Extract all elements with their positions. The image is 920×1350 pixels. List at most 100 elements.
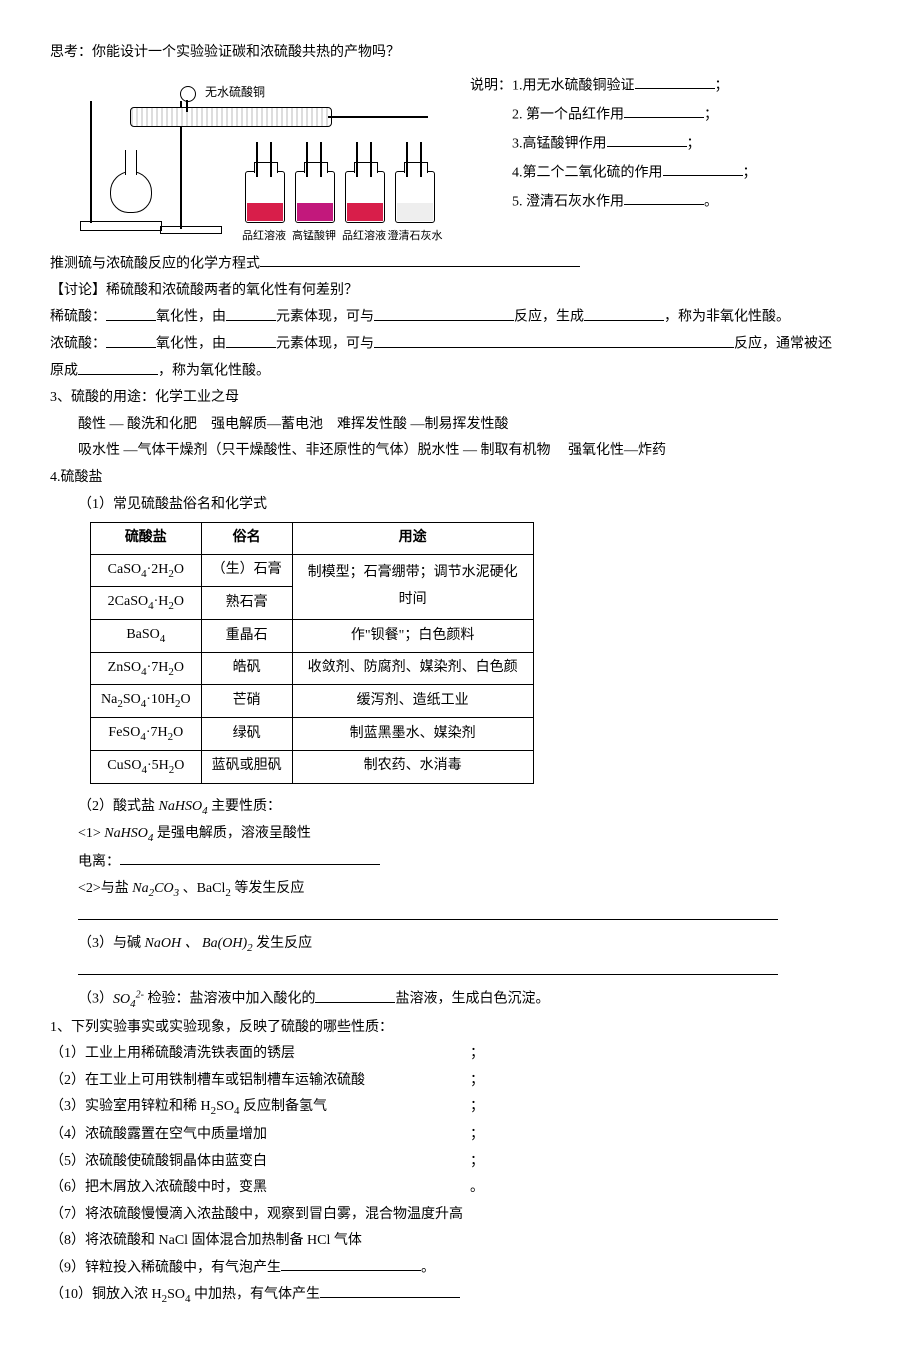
- conc-blank-2[interactable]: [226, 331, 276, 347]
- item-1: （1）工业上用稀硫酸清洗铁表面的锈层: [50, 1041, 470, 1068]
- conc2-p2: ，称为氧化性酸。: [158, 364, 270, 379]
- section-3: 3、硫酸的用途：化学工业之母: [50, 385, 870, 412]
- cell-name: 重晶石: [201, 620, 292, 653]
- section-4: 4.硫酸盐: [50, 465, 870, 492]
- na2co3: Na2CO3: [132, 881, 179, 896]
- sec4-3a-label: （3）与碱: [78, 936, 145, 951]
- use-line-1: 酸性 — 酸洗和化肥 强电解质—蓄电池 难挥发性酸 —制易挥发性酸: [50, 412, 870, 439]
- section-4-3a: （3）与碱 NaOH 、 Ba(OH)2 发生反应: [50, 931, 870, 959]
- item-4: （4）浓硫酸露置在空气中质量增加: [50, 1122, 470, 1149]
- section-4-1: （1）常见硫酸盐俗名和化学式: [50, 492, 870, 519]
- note-4-blank[interactable]: [663, 160, 743, 176]
- th-name: 俗名: [201, 523, 292, 555]
- dilute-p1: 稀硫酸：: [50, 310, 106, 325]
- th-use: 用途: [292, 523, 533, 555]
- semi: ；: [470, 1041, 484, 1068]
- bacl2: 、BaCl2: [179, 881, 231, 896]
- table-row: BaSO4 重晶石 作"钡餐"；白色颜料: [91, 620, 534, 653]
- cell-use: 作"钡餐"；白色颜料: [292, 620, 533, 653]
- dilute-blank-4[interactable]: [584, 304, 664, 320]
- cell-name: （生）石膏: [201, 554, 292, 587]
- period: 。: [470, 1175, 484, 1202]
- infer-line: 推测硫与浓硫酸反应的化学方程式: [50, 251, 870, 278]
- thinking-question: 思考：你能设计一个实验验证碳和浓硫酸共热的产物吗？: [50, 40, 870, 67]
- section-4-3b: （3）SO42- 检验：盐溶液中加入酸化的盐溶液，生成白色沉淀。: [50, 985, 870, 1014]
- bottle-2: [295, 171, 335, 223]
- q1-items: （1）工业上用稀硫酸清洗铁表面的锈层； （2）在工业上可用铁制槽车或铝制槽车运输…: [50, 1041, 870, 1310]
- bottle-1: [245, 171, 285, 223]
- naoh: NaOH: [145, 936, 185, 951]
- item-3: （3）实验室用锌粒和稀 H2SO4 反应制备氢气: [50, 1094, 470, 1122]
- note-3-text: 高锰酸钾作用: [523, 136, 607, 151]
- note-5-text: 澄清石灰水作用: [523, 194, 625, 209]
- cell-name: 蓝矾或胆矾: [201, 750, 292, 783]
- note-3-blank[interactable]: [607, 131, 687, 147]
- conc-blank-1[interactable]: [106, 331, 156, 347]
- dilute-line: 稀硫酸：氧化性，由元素体现，可与反应，生成，称为非氧化性酸。: [50, 304, 870, 331]
- note-2-blank[interactable]: [624, 102, 704, 118]
- notes-block: 说明：1.用无水硫酸铜验证； 2. 第一个品红作用； 3.高锰酸钾作用； 4.第…: [470, 71, 757, 218]
- sec4-2-label: （2）酸式盐: [78, 799, 159, 814]
- q1-title: 1、下列实验事实或实验现象，反映了硫酸的哪些性质：: [50, 1015, 870, 1042]
- section-4-2: （2）酸式盐 NaHSO4 主要性质：: [50, 794, 870, 822]
- conc-p4: 反应，通常被还: [734, 337, 832, 352]
- table-header-row: 硫酸盐 俗名 用途: [91, 523, 534, 555]
- conc-p3: 元素体现，可与: [276, 337, 374, 352]
- nahso4-b: NaHSO4: [104, 826, 153, 841]
- item-10: （10）铜放入浓 H2SO4 中加热，有气体产生: [50, 1287, 320, 1302]
- ionize-label: 电离：: [78, 854, 120, 869]
- cell-formula: FeSO4·7H2O: [91, 718, 202, 751]
- tube-label: 无水硫酸铜: [205, 81, 265, 104]
- sec4-3a-blank[interactable]: [78, 958, 778, 974]
- cell-formula: BaSO4: [91, 620, 202, 653]
- lt2-blank[interactable]: [78, 904, 778, 920]
- conc2-blank[interactable]: [78, 358, 158, 374]
- baoh-tail: 发生反应: [253, 936, 313, 951]
- note-5-blank[interactable]: [624, 189, 704, 205]
- item-5: （5）浓硫酸使硫酸铜晶体由蓝变白: [50, 1149, 470, 1176]
- dilute-p5: ，称为非氧化性酸。: [664, 310, 790, 325]
- lt1: <1>: [78, 826, 104, 841]
- note-2-idx: 2.: [512, 107, 523, 122]
- semi: ；: [470, 1094, 484, 1121]
- dilute-blank-3[interactable]: [374, 304, 514, 320]
- so4-blank[interactable]: [315, 986, 395, 1002]
- table-row: CuSO4·5H2O 蓝矾或胆矾 制农药、水消毒: [91, 750, 534, 783]
- cell-formula: Na2SO4·10H2O: [91, 685, 202, 718]
- apparatus-diagram: 无水硫酸铜 品红溶液 高锰酸钾 品红溶液 澄清石灰水: [50, 71, 430, 241]
- note-1-idx: 1.: [512, 78, 523, 93]
- bottle-1-label: 品红溶液: [240, 226, 288, 247]
- dilute-blank-2[interactable]: [226, 304, 276, 320]
- nahso4: NaHSO4: [159, 799, 208, 814]
- semi: ；: [470, 1068, 484, 1095]
- ionize-line: 电离：: [50, 849, 870, 876]
- use-line-2: 吸水性 —气体干燥剂（只干燥酸性、非还原性的气体）脱水性 — 制取有机物 强氧化…: [50, 438, 870, 465]
- note-2-tail: ；: [704, 107, 718, 122]
- ionize-blank[interactable]: [120, 849, 380, 865]
- bottle-4-label: 澄清石灰水: [386, 226, 444, 247]
- item-10-blank[interactable]: [320, 1282, 460, 1298]
- dilute-blank-1[interactable]: [106, 304, 156, 320]
- note-5-tail: 。: [704, 194, 718, 209]
- note-3-tail: ；: [687, 136, 701, 151]
- table-row: ZnSO4·7H2O 皓矾 收敛剂、防腐剂、媒染剂、白色颜: [91, 652, 534, 685]
- bacl2-tail: 等发生反应: [231, 881, 305, 896]
- cell-name: 绿矾: [201, 718, 292, 751]
- item-9-blank[interactable]: [281, 1255, 421, 1271]
- conc-line: 浓硫酸：氧化性，由元素体现，可与反应，通常被还: [50, 331, 870, 358]
- cell-name: 皓矾: [201, 652, 292, 685]
- cell-name: 熟石膏: [201, 587, 292, 620]
- infer-blank[interactable]: [260, 251, 580, 267]
- conc-blank-3[interactable]: [374, 331, 734, 347]
- dilute-p4: 反应，生成: [514, 310, 584, 325]
- item-9-tail: 。: [421, 1260, 435, 1275]
- th-formula: 硫酸盐: [91, 523, 202, 555]
- item-7: （7）将浓硫酸慢慢滴入浓盐酸中，观察到冒白雾，混合物温度升高: [50, 1207, 463, 1222]
- so4: SO42-: [113, 992, 144, 1007]
- bottle-2-label: 高锰酸钾: [290, 226, 338, 247]
- so4-tail2: 盐溶液，生成白色沉淀。: [395, 992, 549, 1007]
- note-5-idx: 5.: [512, 194, 523, 209]
- bottle-4: [395, 171, 435, 223]
- baoh: 、 Ba(OH)2: [185, 936, 253, 951]
- note-1-blank[interactable]: [635, 73, 715, 89]
